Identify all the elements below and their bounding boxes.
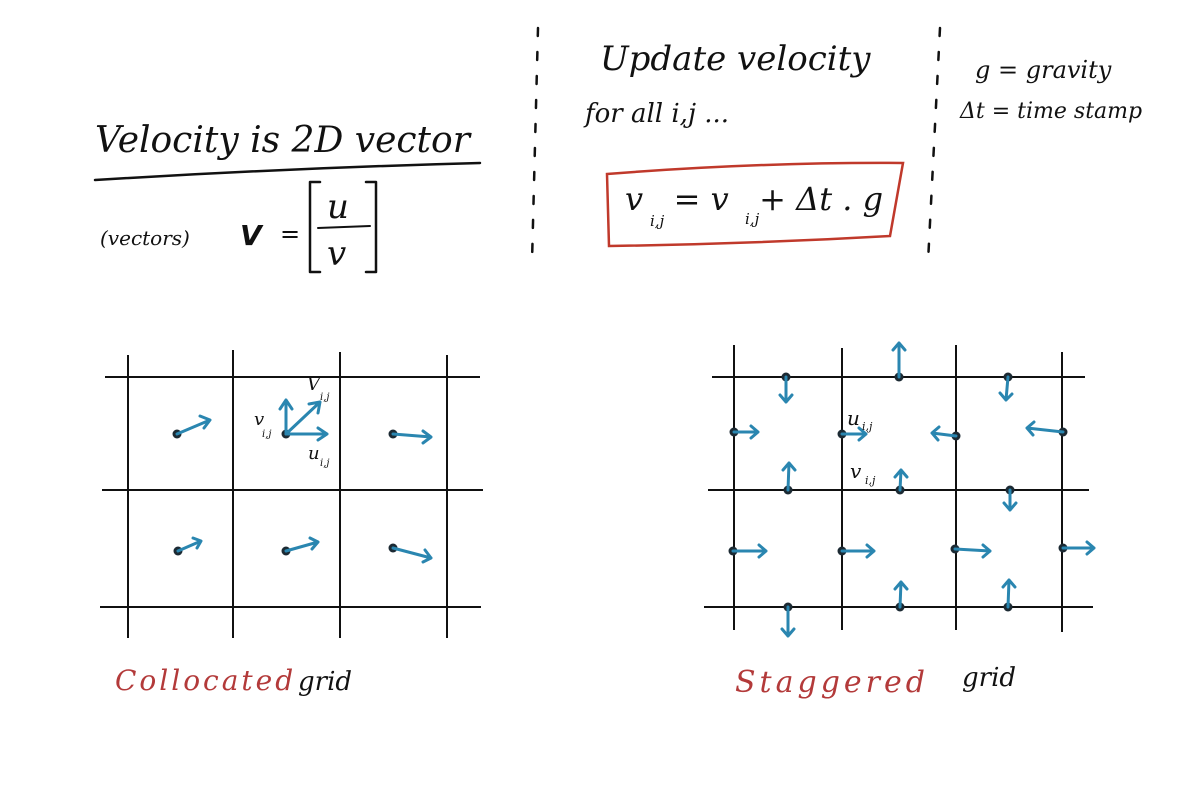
equation-subscript-right: i,j (745, 210, 760, 228)
v-arrow (1001, 578, 1017, 609)
timestep-definition: Δt = time stamp (959, 99, 1142, 124)
staggered-label-v-subscript: i,j (865, 474, 876, 487)
label-u: u (308, 443, 320, 464)
velocity-arrow (176, 536, 203, 553)
gravity-definition: g = gravity (975, 56, 1112, 84)
collocated-vector (173, 536, 203, 556)
label-v: v (254, 409, 264, 430)
v-sample (1001, 578, 1017, 612)
collocated-grid-lines (100, 350, 483, 638)
v-sample (893, 580, 909, 612)
staggered-grid: u i,j v i,j Staggered grid (704, 341, 1096, 700)
v-arrow (781, 461, 797, 492)
collocated-vector (172, 414, 212, 439)
collocated-vector (388, 543, 433, 564)
update-equation: v = v + Δt . g (625, 180, 883, 218)
label-V: V (307, 374, 322, 395)
velocity-arrow (175, 414, 212, 436)
v-component-arrow (278, 398, 294, 436)
heading-underline (93, 161, 482, 182)
v-arrow (893, 468, 909, 492)
velocity-arrow (391, 546, 433, 564)
staggered-label-u: u (847, 406, 860, 430)
staggered-caption-plain: grid (962, 663, 1016, 693)
equation-box (605, 161, 905, 248)
v-arrow (998, 375, 1014, 402)
velocity-arrow (391, 429, 433, 445)
collocated-vector (388, 429, 433, 445)
label-v-subscript: i,j (262, 429, 271, 440)
u-sample (729, 424, 760, 440)
v-sample (893, 468, 909, 495)
u-arrow (732, 424, 760, 440)
u-sample (837, 543, 876, 559)
u-sample (728, 543, 768, 559)
vector-symbol: V (240, 219, 264, 252)
matrix-left-bracket (308, 180, 322, 274)
u-sample (1025, 420, 1068, 437)
collocated-vector (281, 536, 320, 556)
velocity-heading: Velocity is 2D vector (95, 120, 472, 161)
u-arrow (840, 426, 868, 442)
for-all-text: for all i,j ... (583, 99, 729, 129)
staggered-label-v: v (850, 459, 862, 483)
v-sample (778, 372, 794, 404)
velocity-definition: Velocity is 2D vector (vectors) V = u v (93, 120, 482, 274)
matrix-fraction-line (317, 225, 371, 229)
u-component-arrow (284, 426, 329, 442)
staggered-caption-colored: Staggered (735, 665, 929, 700)
matrix-right-bracket (364, 180, 378, 274)
u-arrow (1061, 540, 1096, 556)
v-sample (781, 461, 797, 495)
equals-sign: = (280, 220, 300, 248)
definitions: g = gravity Δt = time stamp (959, 56, 1142, 124)
matrix-top-entry: u (327, 187, 349, 227)
u-arrow (840, 543, 876, 559)
u-arrow (731, 543, 768, 559)
u-sample (950, 543, 992, 559)
staggered-v-samples (778, 341, 1018, 638)
v-arrow (893, 580, 909, 609)
v-sample (780, 602, 796, 638)
separator-right (926, 26, 942, 264)
separator-left (530, 26, 540, 264)
equation-subscript-left: i,j (650, 212, 665, 230)
staggered-label-u-subscript: i,j (862, 420, 873, 433)
collocated-caption-colored: Collocated (115, 664, 296, 697)
u-sample (1058, 540, 1096, 556)
collocated-caption-plain: grid (298, 667, 352, 697)
collocated-center-cell: v i,j V i,j u i,j (254, 374, 329, 469)
staggered-u-samples (728, 420, 1096, 559)
u-arrow (930, 425, 958, 442)
u-arrow (1025, 420, 1065, 437)
matrix-bottom-entry: v (327, 234, 346, 274)
u-sample (837, 426, 868, 442)
v-sample (998, 372, 1014, 402)
velocity-arrow (284, 536, 320, 553)
update-heading: Update velocity (600, 39, 871, 79)
v-arrow (780, 605, 796, 638)
vectors-label: (vectors) (100, 226, 190, 250)
update-velocity-section: Update velocity for all i,j ... v = v + … (583, 39, 905, 248)
v-sample (891, 341, 907, 382)
v-arrow (1002, 488, 1018, 512)
velocity-vector-arrow (284, 400, 322, 436)
v-arrow (891, 341, 907, 379)
label-V-subscript: i,j (320, 392, 329, 403)
v-sample (1002, 485, 1018, 512)
v-arrow (778, 375, 794, 404)
u-arrow (953, 543, 992, 559)
label-u-subscript: i,j (320, 458, 329, 469)
u-sample (930, 425, 961, 442)
collocated-grid: v i,j V i,j u i,j Collocated grid (100, 350, 483, 697)
